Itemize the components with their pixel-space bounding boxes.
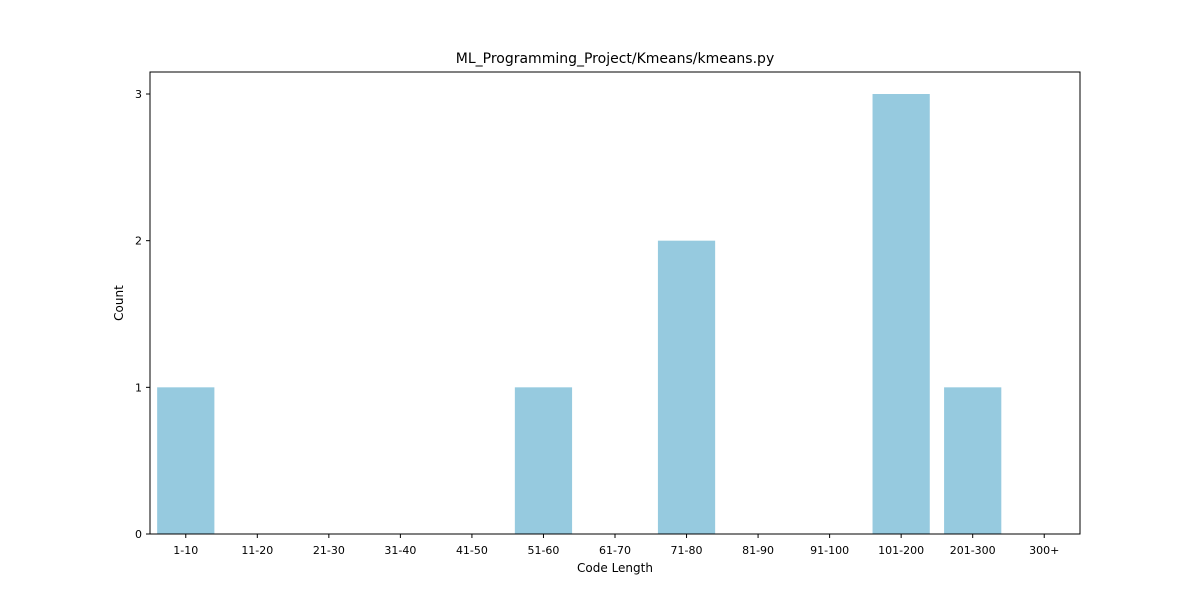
x-axis-ticks: 1-10 11-20 21-30 31-40 41-50 51-60 61-70 71-80 8… xyxy=(173,534,1059,557)
plot-frame xyxy=(150,72,1080,534)
x-tick-label: 51-60 xyxy=(527,544,559,557)
x-tick-label: 201-300 xyxy=(950,544,996,557)
x-tick-label: 300+ xyxy=(1029,544,1059,557)
y-axis-ticks: 0 1 2 3 xyxy=(135,88,150,541)
bar-101-200 xyxy=(873,94,930,534)
y-tick-label: 3 xyxy=(135,88,142,101)
x-tick-label: 1-10 xyxy=(173,544,198,557)
x-tick-label: 71-80 xyxy=(671,544,703,557)
y-tick-label: 2 xyxy=(135,235,142,248)
y-tick-label: 0 xyxy=(135,528,142,541)
bar-201-300 xyxy=(944,387,1001,534)
x-tick-label: 31-40 xyxy=(384,544,416,557)
bar-51-60 xyxy=(515,387,572,534)
y-axis-label: Count xyxy=(112,285,126,321)
bars-group xyxy=(157,94,1001,534)
x-tick-label: 81-90 xyxy=(742,544,774,557)
x-tick-label: 11-20 xyxy=(241,544,273,557)
x-tick-label: 91-100 xyxy=(810,544,849,557)
chart-title: ML_Programming_Project/Kmeans/kmeans.py xyxy=(456,51,774,67)
y-tick-label: 1 xyxy=(135,381,142,394)
x-axis-label: Code Length xyxy=(577,561,653,575)
bar-1-10 xyxy=(157,387,214,534)
x-tick-label: 21-30 xyxy=(313,544,345,557)
x-tick-label: 101-200 xyxy=(878,544,924,557)
bar-71-80 xyxy=(658,241,715,534)
x-tick-label: 61-70 xyxy=(599,544,631,557)
x-tick-label: 41-50 xyxy=(456,544,488,557)
